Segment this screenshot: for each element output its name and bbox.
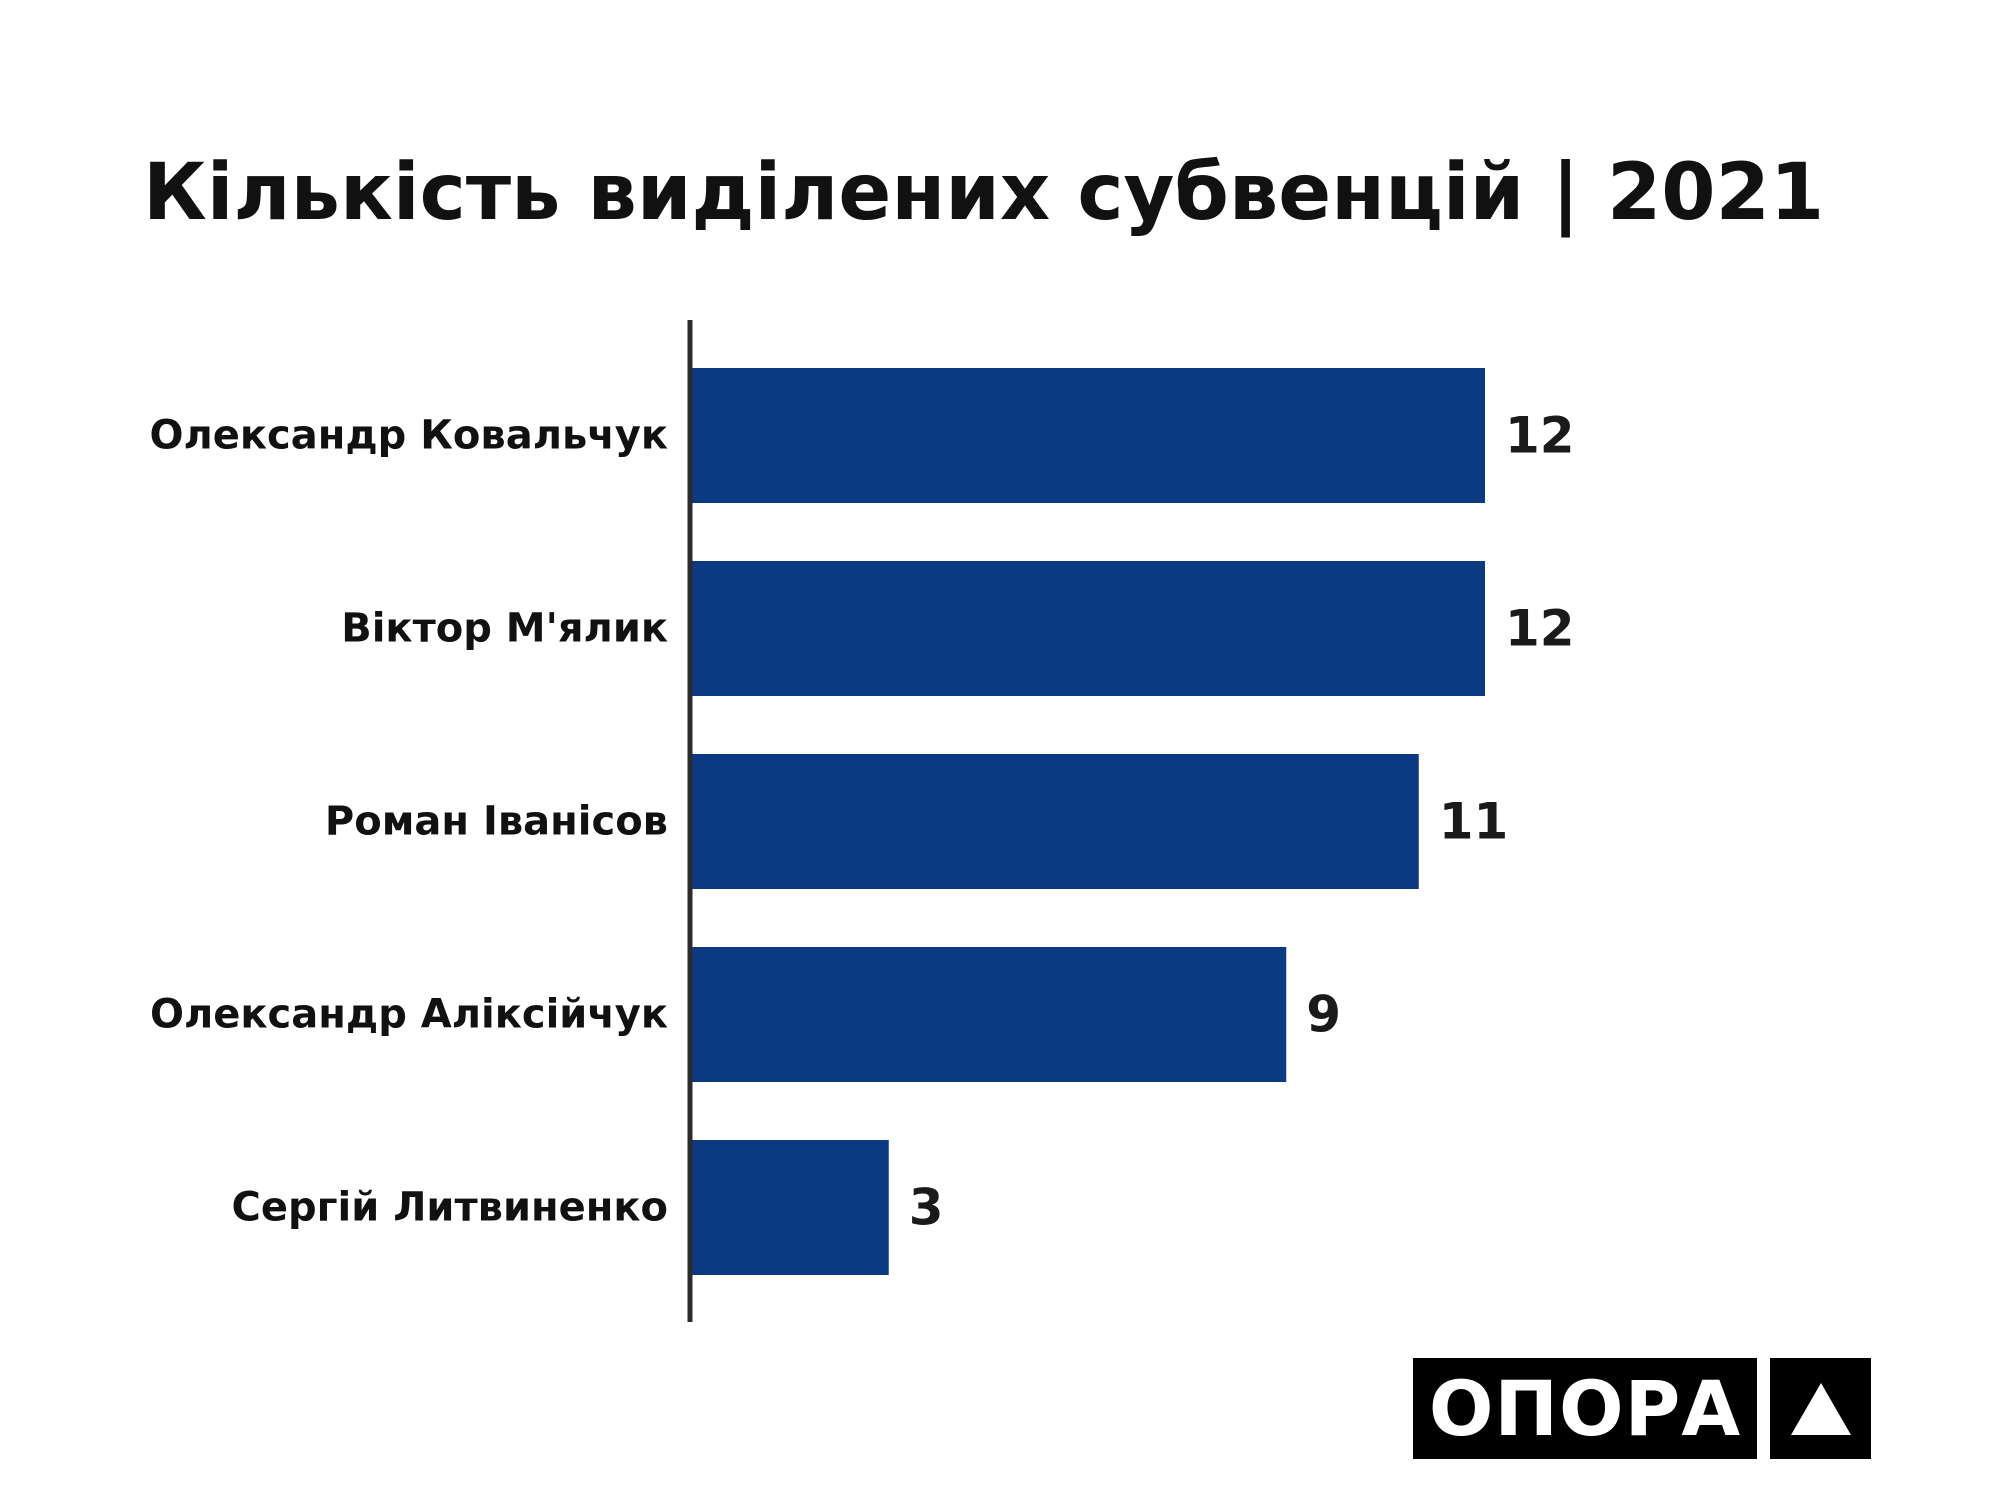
- category-labels: Олександр Ковальчук Віктор М'ялик Роман Ів…: [149, 413, 668, 1231]
- triangle-logo-icon: [1770, 1358, 1871, 1459]
- value-labels: 12 12 11 9 3: [909, 407, 1575, 1237]
- value-label-3: 11: [1439, 793, 1509, 851]
- value-label-1: 12: [1505, 407, 1575, 465]
- opora-logo: ОПОРА: [1413, 1358, 1871, 1459]
- bar-4: [690, 947, 1287, 1082]
- value-label-5: 3: [909, 1179, 944, 1237]
- bar-5: [690, 1140, 889, 1275]
- category-label-2: Віктор М'ялик: [341, 606, 668, 652]
- triangle-icon: [1790, 1382, 1851, 1435]
- category-label-1: Олександр Ковальчук: [149, 413, 668, 459]
- bars-group: [690, 368, 1485, 1275]
- category-label-4: Олександр Аліксійчук: [150, 992, 668, 1038]
- bar-2: [690, 561, 1485, 696]
- category-label-3: Роман Іванісов: [325, 799, 668, 845]
- category-label-5: Сергій Литвиненко: [232, 1185, 668, 1231]
- value-label-4: 9: [1306, 986, 1341, 1044]
- bar-1: [690, 368, 1485, 503]
- bar-3: [690, 754, 1419, 889]
- logo-wordmark: ОПОРА: [1413, 1358, 1757, 1459]
- value-label-2: 12: [1505, 600, 1575, 658]
- chart-title: Кількість виділених субвенцій | 2021: [143, 148, 1825, 238]
